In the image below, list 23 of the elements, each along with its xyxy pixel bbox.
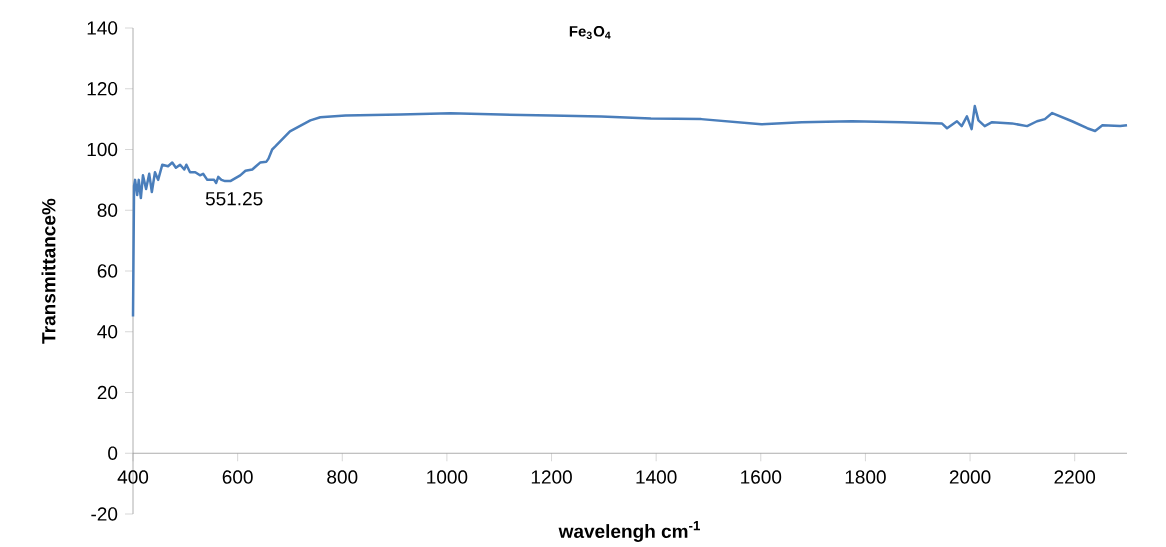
y-tick-label: 20 <box>97 385 118 400</box>
x-tick-label: 1400 <box>636 470 677 484</box>
x-tick-label: 1200 <box>531 470 572 484</box>
annotation: 551.25 <box>205 191 263 206</box>
x-tick-label: 1600 <box>741 470 782 484</box>
y-tick-label: 40 <box>97 325 118 339</box>
y-tick-label: 100 <box>87 142 118 157</box>
y-tick-label: 80 <box>97 203 118 217</box>
y-tick-label: 140 <box>87 21 118 35</box>
y-axis-title: Transmittance% <box>41 198 56 344</box>
x-tick-label: 2000 <box>949 470 991 484</box>
x-tick-label: 800 <box>327 470 358 484</box>
y-tick-label: 120 <box>87 82 118 96</box>
x-axis-title: wavelengh cm$^{-1}$ <box>558 521 700 542</box>
x-tick-label: 2200 <box>1054 470 1096 484</box>
y-tick-label: 60 <box>97 264 118 278</box>
x-tick-label: 1000 <box>427 470 468 484</box>
x-tick-label: 1800 <box>845 470 886 484</box>
y-tick-label: 0 <box>108 446 118 460</box>
y-tick-label: -20 <box>91 507 118 521</box>
x-tick-label: 400 <box>117 470 149 484</box>
chart-title: Fe$_{3}$O$_{4}$ <box>569 25 611 40</box>
x-tick-label: 600 <box>222 470 253 484</box>
